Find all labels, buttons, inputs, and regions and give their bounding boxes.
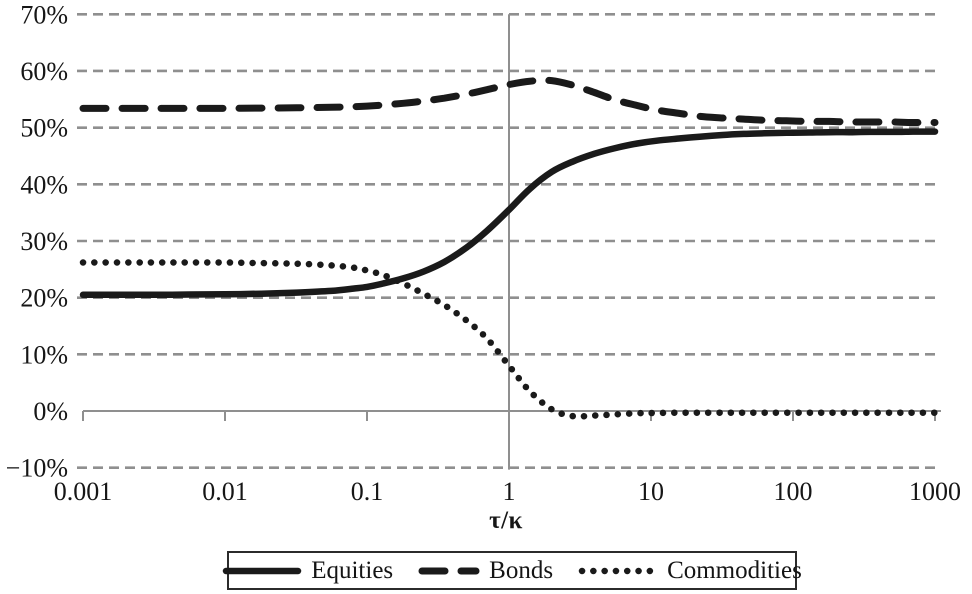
x-tick-label-0.001: 0.001 xyxy=(54,477,113,506)
legend-item-equities: Equities xyxy=(222,557,393,585)
x-tick-label-1000: 1000 xyxy=(909,477,961,506)
legend: Equities Bonds Commodities xyxy=(222,551,802,590)
y-tick-label-30: 30% xyxy=(20,227,68,256)
x-tick-label-10: 10 xyxy=(638,477,664,506)
y-tick-label-0: 0% xyxy=(33,397,68,426)
y-tick-label-70: 70% xyxy=(20,0,68,29)
legend-label-equities: Equities xyxy=(311,556,394,584)
solid-line-swatch-icon xyxy=(222,567,302,574)
series-line-bonds xyxy=(79,76,939,127)
legend-item-commodities: Commodities xyxy=(578,557,802,585)
y-tick-label-40: 40% xyxy=(20,170,68,199)
legend-label-commodities: Commodities xyxy=(667,556,802,584)
y-tick-label-60: 60% xyxy=(20,57,68,86)
dashed-line-swatch-icon xyxy=(418,567,480,574)
chart-canvas: 70% 60% 50% 40% 30% 20% 10% 0% −10%0.001 0.01 0.1 1… xyxy=(6,0,961,506)
dotted-line-swatch-icon xyxy=(578,567,658,574)
y-tick-label-50: 50% xyxy=(20,114,68,143)
series-line-equities xyxy=(79,128,939,299)
legend-item-bonds: Bonds xyxy=(418,557,553,585)
legend-label-bonds: Bonds xyxy=(489,556,554,584)
series-line-commodities xyxy=(79,259,939,420)
x-tick-label-1: 1 xyxy=(503,477,516,506)
y-tick-label-10: 10% xyxy=(20,340,68,369)
y-tick-label--10: −10% xyxy=(6,454,68,483)
x-tick-label-0.1: 0.1 xyxy=(351,477,384,506)
x-tick-label-100: 100 xyxy=(774,477,813,506)
x-tick-label-0.01: 0.01 xyxy=(202,477,248,506)
y-tick-label-20: 20% xyxy=(20,284,68,313)
x-axis-title: τ/κ xyxy=(489,507,523,534)
